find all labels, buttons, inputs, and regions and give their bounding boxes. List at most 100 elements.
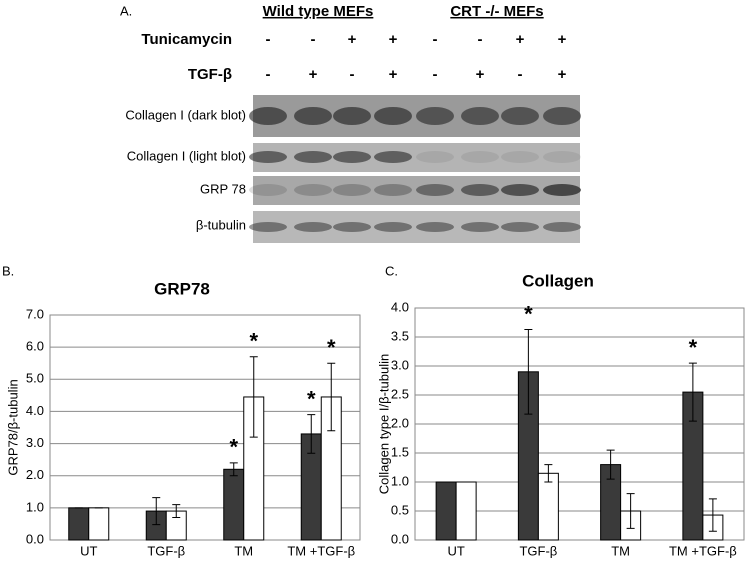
- error-bar: [606, 449, 615, 480]
- blot-band: [461, 107, 499, 125]
- error-bar: [708, 498, 717, 532]
- sign: -: [478, 31, 483, 48]
- row-label: Tunicamycin: [141, 31, 232, 48]
- error-bar: [327, 362, 336, 432]
- chart-title: GRP78: [154, 279, 210, 298]
- bar: [537, 472, 559, 541]
- error-bar: [544, 464, 553, 483]
- panel-label: C.: [385, 263, 398, 278]
- blot-label: β-tubulin: [196, 217, 246, 232]
- y-tick-label: 3.0: [391, 357, 409, 372]
- error-bar: [688, 362, 697, 422]
- blot-band: [374, 107, 412, 125]
- blot-band: [416, 184, 454, 196]
- blot-band: [294, 184, 332, 196]
- x-tick-label: TM +TGF-β: [287, 543, 355, 558]
- blot-band: [294, 151, 332, 163]
- sign: +: [476, 66, 485, 83]
- blot-band: [543, 107, 581, 125]
- error-bar: [229, 462, 238, 477]
- bar: [455, 481, 477, 541]
- sign: -: [433, 66, 438, 83]
- row-label: TGF-β: [188, 66, 232, 83]
- bar: [68, 507, 90, 541]
- y-tick-label: 3.5: [391, 328, 409, 343]
- error-bar: [524, 328, 533, 415]
- x-tick-label: UT: [447, 543, 464, 558]
- blot-band: [501, 107, 539, 125]
- x-tick-label: TGF-β: [147, 543, 185, 558]
- sign: -: [266, 66, 271, 83]
- significance-mark: *: [249, 329, 258, 354]
- blot-band: [543, 222, 581, 232]
- blot-band: [249, 151, 287, 163]
- plot-frame: [49, 314, 361, 541]
- blot-band: [543, 151, 581, 163]
- blot-band: [416, 222, 454, 232]
- x-tick-label: UT: [80, 543, 97, 558]
- sign: +: [389, 31, 398, 48]
- sign: -: [266, 31, 271, 48]
- y-tick-label: 5.0: [26, 371, 44, 386]
- blot-band: [249, 222, 287, 232]
- sign: -: [311, 31, 316, 48]
- sign: +: [348, 31, 357, 48]
- x-tick-label: TM: [234, 543, 253, 558]
- blot-band: [501, 222, 539, 232]
- blot-band: [461, 222, 499, 232]
- blot-band: [333, 151, 371, 163]
- sign: -: [433, 31, 438, 48]
- y-tick-label: 7.0: [26, 306, 44, 321]
- sign: +: [389, 66, 398, 83]
- blot-band: [416, 107, 454, 125]
- blot-band: [461, 184, 499, 196]
- y-tick-label: 4.0: [26, 403, 44, 418]
- significance-mark: *: [524, 301, 533, 326]
- y-tick-label: 0.0: [391, 531, 409, 546]
- error-bar: [626, 493, 635, 529]
- blot-band: [416, 151, 454, 163]
- blot-band: [374, 151, 412, 163]
- blot-band: [333, 107, 371, 125]
- x-tick-label: TGF-β: [519, 543, 557, 558]
- blot-band: [501, 151, 539, 163]
- x-tick-label: TM +TGF-β: [669, 543, 737, 558]
- chart-title: Collagen: [522, 271, 594, 290]
- blot: [253, 211, 580, 243]
- error-bar: [249, 356, 258, 438]
- y-tick-label: 4.0: [391, 299, 409, 314]
- y-axis-label: GRP78/β-tubulin: [5, 379, 20, 475]
- y-tick-label: 0.5: [391, 502, 409, 517]
- blot-band: [333, 222, 371, 232]
- group-label: Wild type MEFs: [263, 3, 374, 20]
- y-tick-label: 6.0: [26, 339, 44, 354]
- y-tick-label: 1.0: [26, 499, 44, 514]
- significance-mark: *: [689, 335, 698, 360]
- y-tick-label: 1.0: [391, 473, 409, 488]
- blot-label: GRP 78: [200, 181, 246, 196]
- significance-mark: *: [327, 335, 336, 360]
- y-tick-label: 2.5: [391, 386, 409, 401]
- bar: [88, 507, 110, 541]
- sign: +: [516, 31, 525, 48]
- plot-frame: [414, 307, 745, 541]
- bar: [435, 481, 457, 541]
- panel-label: B.: [2, 263, 14, 278]
- sign: -: [518, 66, 523, 83]
- blot-label: Collagen I (light blot): [127, 148, 246, 163]
- blot-band: [294, 107, 332, 125]
- y-axis-label: Collagen type I/β-tubulin: [376, 354, 391, 494]
- blot-label: Collagen I (dark blot): [125, 107, 246, 122]
- y-tick-label: 3.0: [26, 435, 44, 450]
- bar: [223, 468, 245, 541]
- y-tick-label: 0.0: [26, 531, 44, 546]
- blot-band: [374, 222, 412, 232]
- y-tick-label: 2.0: [391, 415, 409, 430]
- panel-label: A.: [120, 3, 132, 18]
- blot-band: [374, 184, 412, 196]
- sign: +: [558, 66, 567, 83]
- blot-band: [294, 222, 332, 232]
- y-tick-label: 1.5: [391, 444, 409, 459]
- group-label: CRT -/- MEFs: [450, 3, 543, 20]
